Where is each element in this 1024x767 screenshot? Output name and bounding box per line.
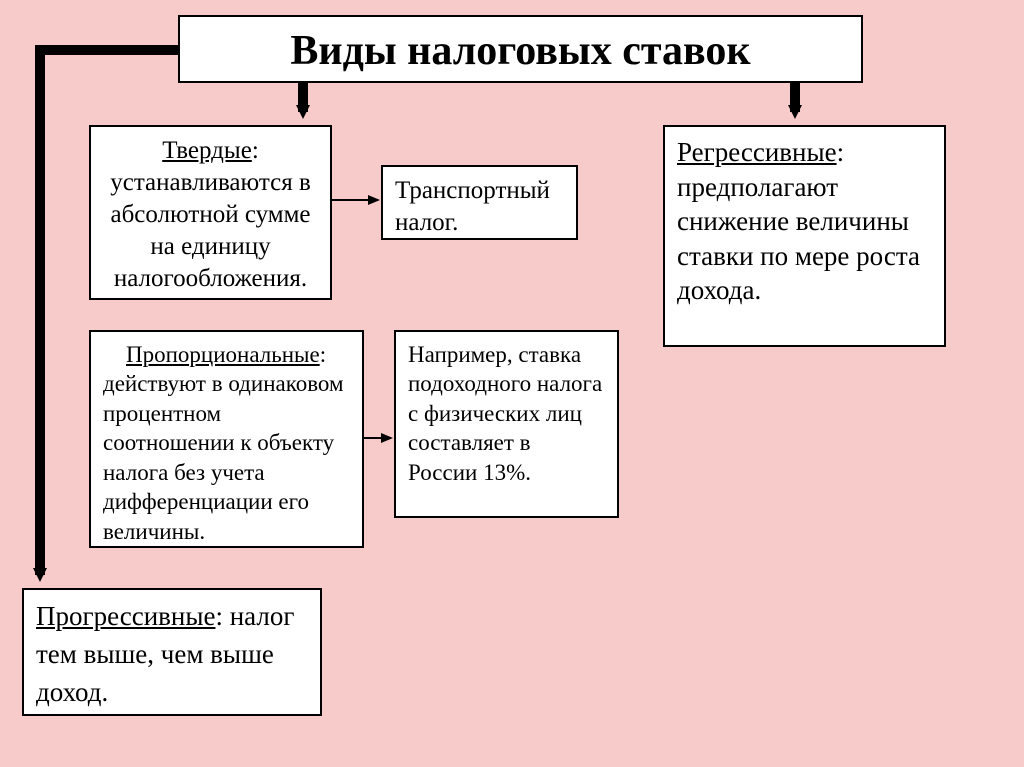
node-regressive: Регрессивные: предполагают снижение вели… <box>663 125 946 347</box>
regressive-heading: Регрессивные <box>677 137 837 167</box>
tverdye-heading: Твердые <box>162 137 252 164</box>
example-body: Например, ставка подоходного налога с фи… <box>408 342 602 485</box>
node-tverdye: Твердые: устанавливаются в абсолютной су… <box>89 125 332 300</box>
transport-body: Транспортный налог. <box>395 177 550 236</box>
node-progressive: Прогрессивные: налог тем выше, чем выше … <box>22 588 322 716</box>
node-proportional: Пропорциональные: действуют в одинаковом… <box>89 330 364 548</box>
title-text: Виды налоговых ставок <box>290 28 750 74</box>
title-box: Виды налоговых ставок <box>178 15 863 83</box>
proportional-heading: Пропорциональные <box>126 342 320 367</box>
proportional-body: : действуют в одинаковом процентном соот… <box>103 342 344 544</box>
node-transport: Транспортный налог. <box>381 165 578 240</box>
progressive-heading: Прогрессивные <box>36 601 215 631</box>
node-example: Например, ставка подоходного налога с фи… <box>394 330 619 518</box>
